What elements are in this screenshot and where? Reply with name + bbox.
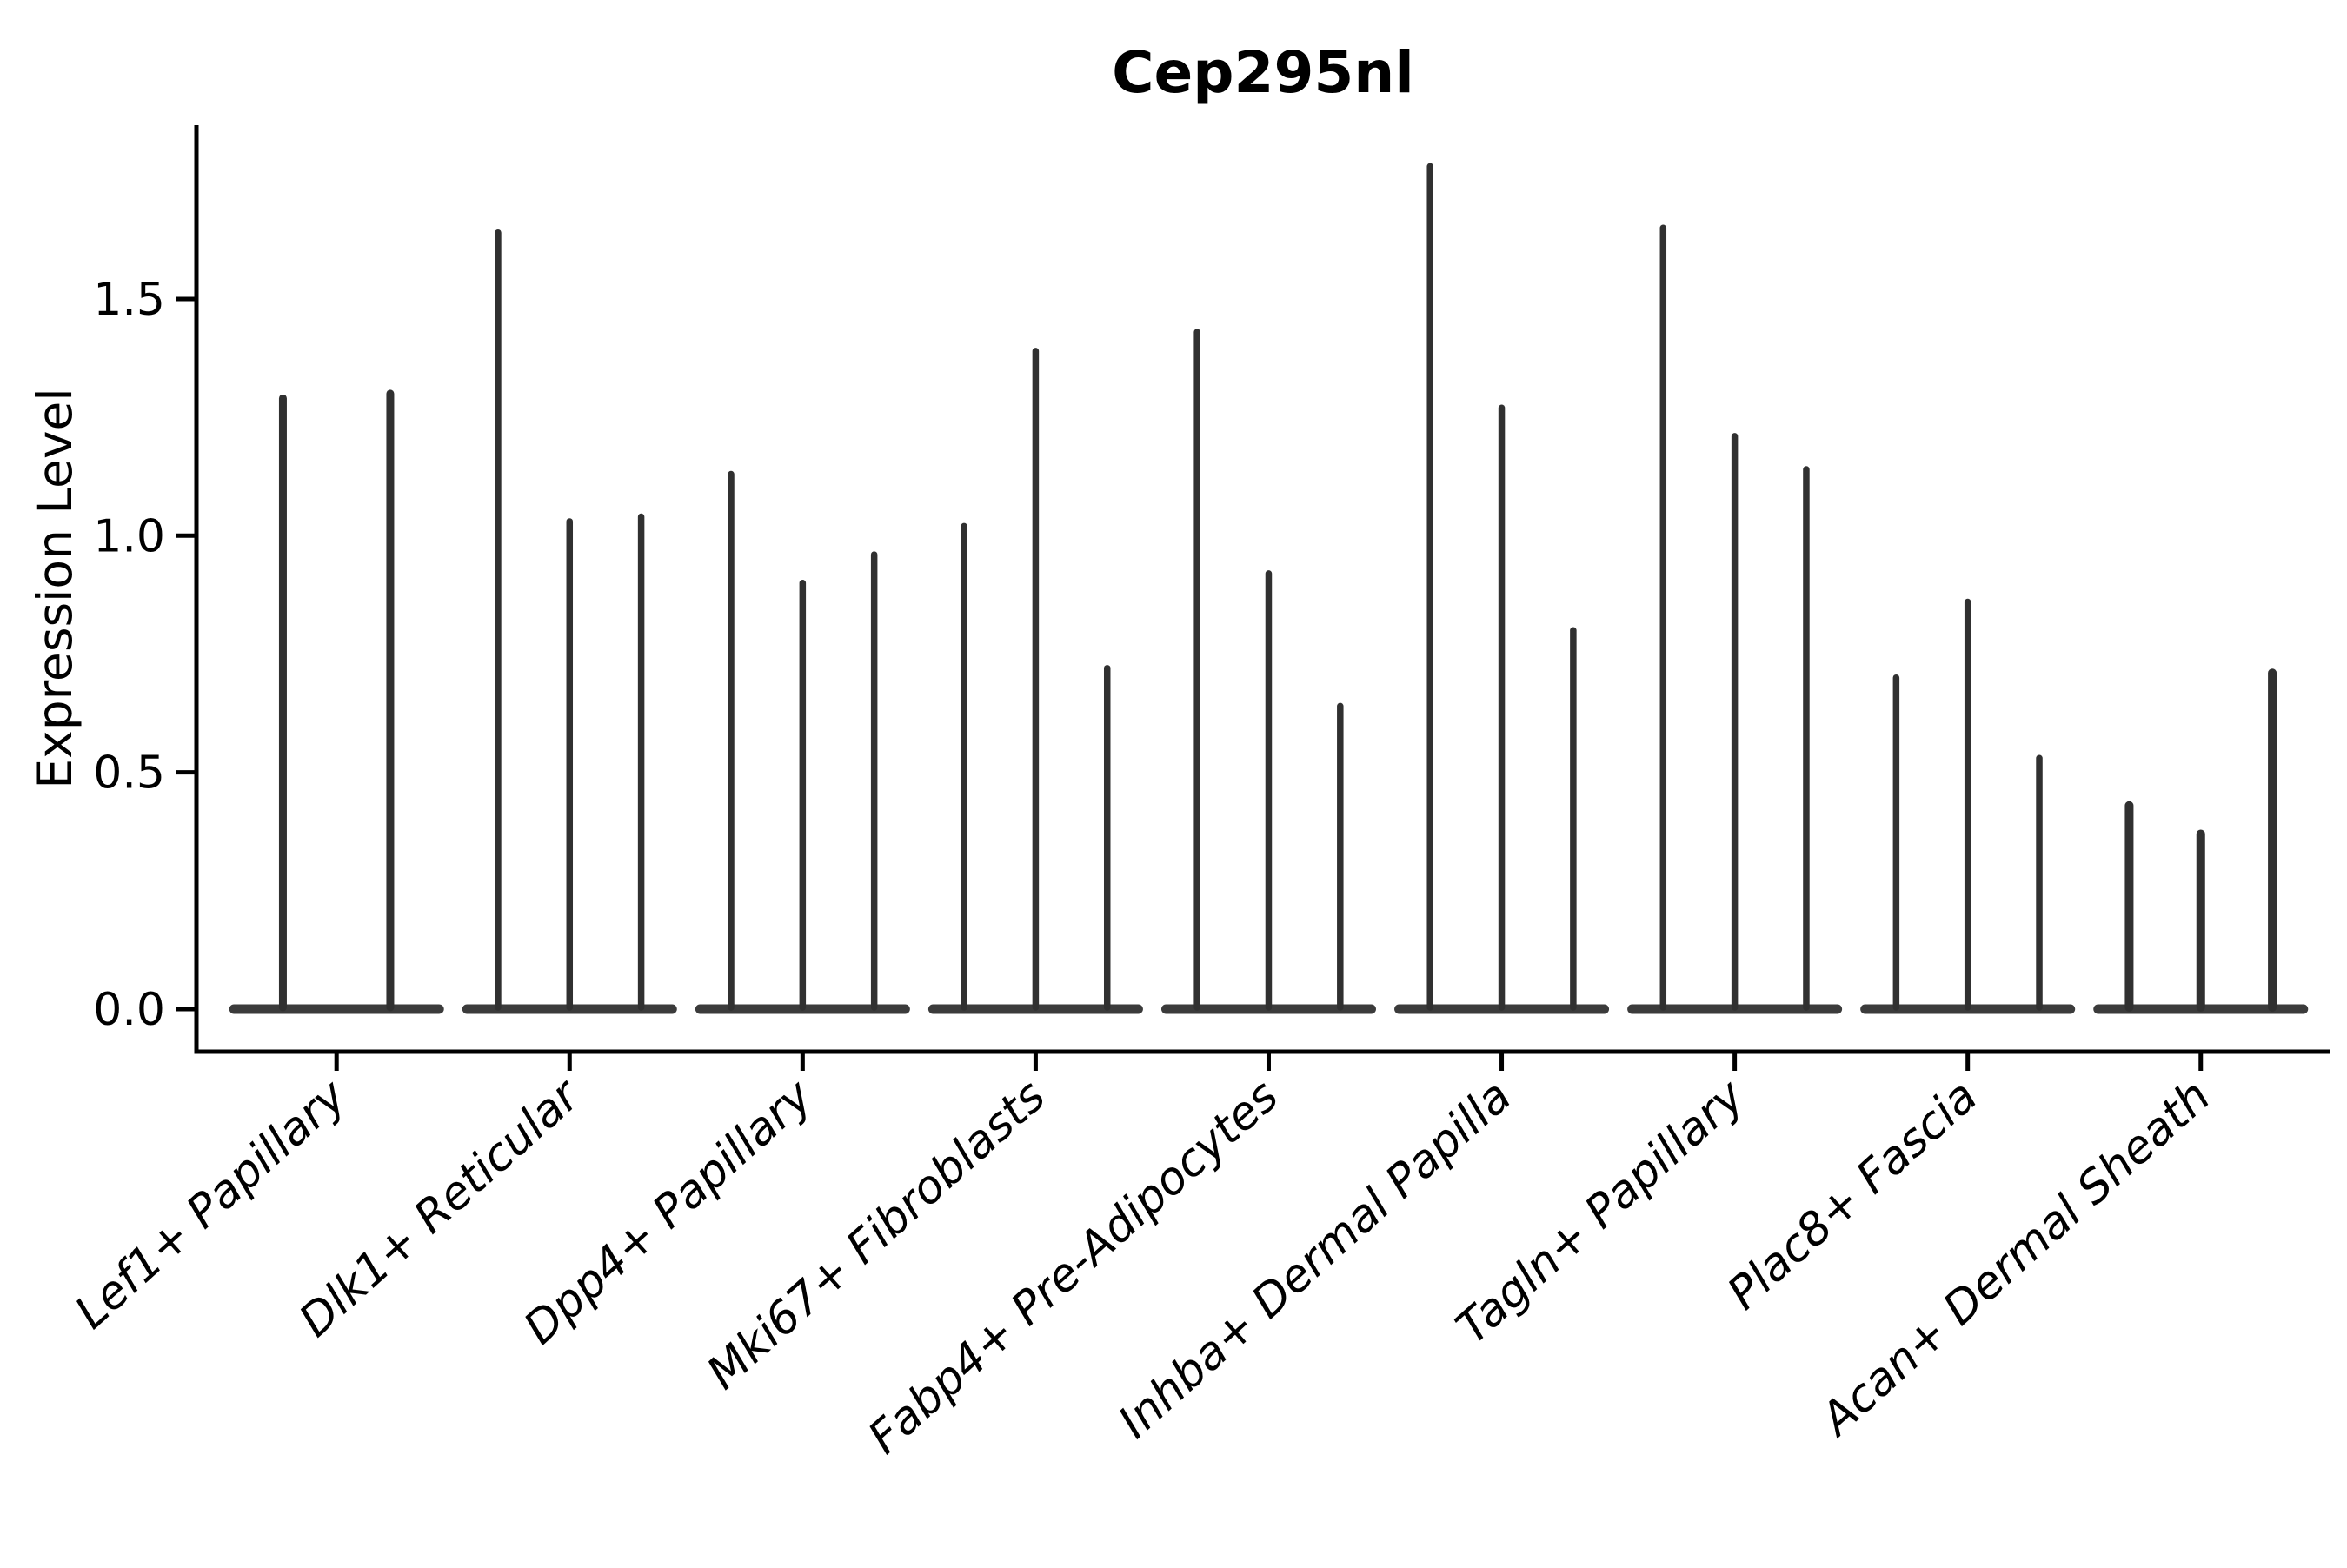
violin-group xyxy=(927,348,1143,1014)
y-tick-label: 1.0 xyxy=(93,510,165,562)
plot-title: Cep295nl xyxy=(1112,39,1414,106)
violins xyxy=(229,163,2309,1014)
violin-group xyxy=(695,470,910,1014)
x-tick-label: Fabp4+ Pre-Adipocytes xyxy=(859,1070,1288,1465)
violin-group xyxy=(1860,598,2076,1014)
y-axis-label: Expression Level xyxy=(27,388,83,788)
x-tick-label: Inhba+ Dermal Papilla xyxy=(1109,1070,1522,1449)
violin-group xyxy=(2093,668,2309,1014)
y-tick-label: 0.0 xyxy=(93,984,165,1036)
x-tick-label: Acan+ Dermal Sheath xyxy=(1810,1070,2221,1447)
violin-group xyxy=(229,389,444,1014)
y-tick-label: 0.5 xyxy=(93,747,165,800)
violin-group xyxy=(1394,163,1610,1014)
x-tick-label: Plac8+ Fascia xyxy=(1718,1070,1987,1320)
violin-group xyxy=(1160,329,1376,1014)
violin-group xyxy=(1627,224,1843,1014)
violin-group xyxy=(462,229,677,1014)
y-tick-label: 1.5 xyxy=(93,274,165,326)
violin-base xyxy=(229,1004,444,1014)
y-axis-ticks: 0.0 0.5 1.0 1.5 xyxy=(93,274,196,1036)
